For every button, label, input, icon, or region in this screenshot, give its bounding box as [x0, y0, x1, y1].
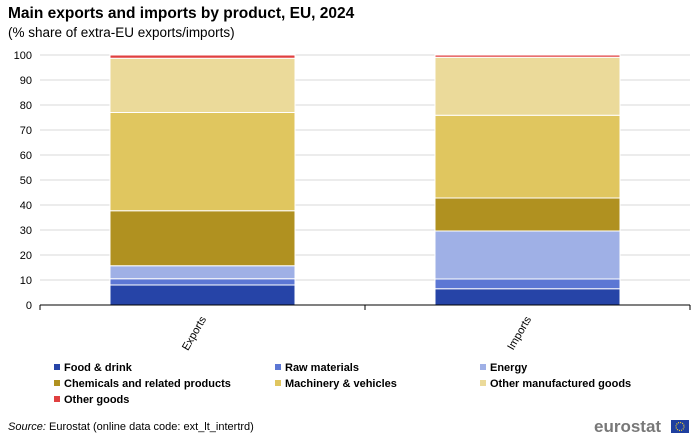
legend-swatch: [480, 364, 486, 370]
bar-segment: [109, 284, 296, 306]
bar-segment: [434, 197, 621, 232]
legend-swatch: [54, 396, 60, 402]
y-tick-label: 60: [20, 150, 32, 162]
legend-item: Chemicals and related products: [54, 378, 231, 390]
bar-segment: [109, 278, 296, 286]
source-label: Source:: [8, 421, 46, 433]
legend-item: Raw materials: [275, 362, 359, 374]
chart-subtitle: (% share of extra-EU exports/imports): [8, 25, 235, 40]
legend-swatch: [54, 380, 60, 386]
legend-swatch: [480, 380, 486, 386]
legend-label: Other goods: [64, 394, 130, 406]
x-tick-label: Exports: [180, 314, 209, 353]
legend-item: Food & drink: [54, 362, 132, 374]
legend-item: Energy: [480, 362, 527, 374]
y-tick-label: 100: [14, 50, 32, 62]
bar-segment: [109, 210, 296, 267]
legend-label: Machinery & vehicles: [285, 378, 397, 390]
y-tick-label: 30: [20, 225, 32, 237]
x-tick-label: Imports: [505, 314, 534, 352]
bar-segment: [109, 54, 296, 59]
bar-segment: [434, 54, 621, 58]
eurostat-logo: eurostat: [594, 417, 662, 436]
legend-label: Other manufactured goods: [490, 378, 632, 390]
source-text: Eurostat (online data code: ext_lt_inter…: [48, 421, 254, 433]
y-tick-label: 50: [20, 175, 32, 187]
bar-segment: [109, 57, 296, 113]
eu-flag-icon: [671, 420, 689, 433]
y-tick-label: 40: [20, 200, 32, 212]
bar-segment: [434, 278, 621, 290]
legend-swatch: [275, 380, 281, 386]
y-tick-label: 20: [20, 250, 32, 262]
bar-segment: [434, 114, 621, 199]
y-tick-label: 90: [20, 75, 32, 87]
bar-segment: [434, 288, 621, 306]
legend-item: Machinery & vehicles: [275, 378, 397, 390]
chart-title: Main exports and imports by product, EU,…: [8, 5, 355, 22]
legend-swatch: [275, 364, 281, 370]
legend-swatch: [54, 364, 60, 370]
legend-label: Raw materials: [285, 362, 359, 374]
y-tick-label: 70: [20, 125, 32, 137]
legend-item: Other manufactured goods: [480, 378, 631, 390]
bar-segment: [109, 112, 296, 212]
bar-segment: [109, 265, 296, 280]
y-tick-label: 80: [20, 100, 32, 112]
legend-label: Chemicals and related products: [64, 378, 231, 390]
legend-item: Other goods: [54, 394, 129, 406]
bar-segment: [434, 230, 621, 280]
source-note: Source: Eurostat (online data code: ext_…: [8, 421, 254, 433]
legend-label: Food & drink: [64, 362, 132, 374]
y-tick-label: 0: [26, 300, 32, 312]
legend-label: Energy: [490, 362, 528, 374]
y-tick-label: 10: [20, 275, 32, 287]
bar-segment: [434, 56, 621, 116]
